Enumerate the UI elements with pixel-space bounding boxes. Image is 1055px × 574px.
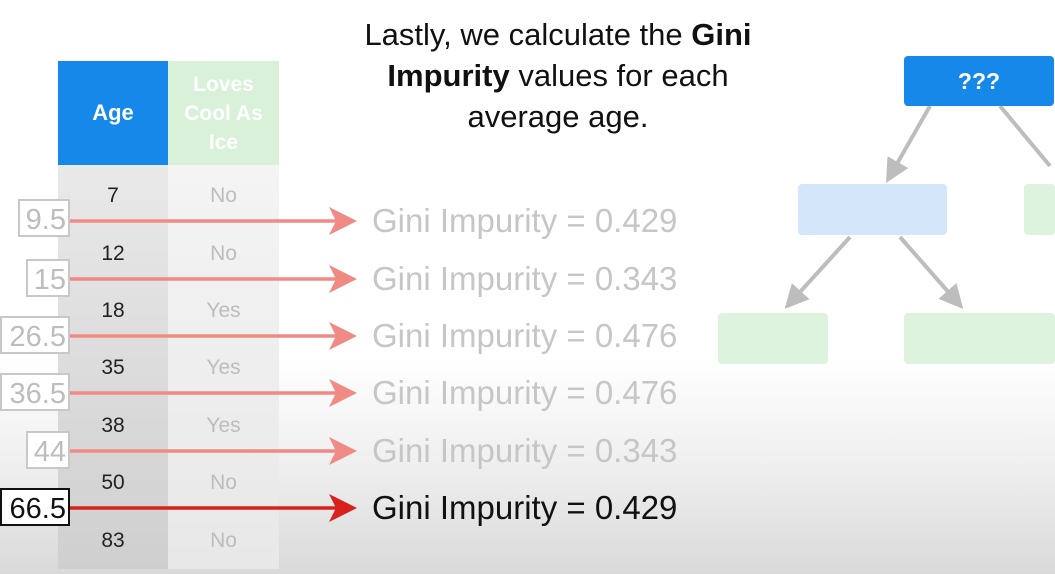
gini-impurity-label: Gini Impurity = 0.476: [372, 317, 678, 354]
loves-cell: No: [210, 242, 237, 265]
tree-leaf-right: [1024, 184, 1055, 235]
loves-column: No No Yes Yes Yes No No: [168, 165, 279, 569]
gini-impurity-label: Gini Impurity = 0.343: [372, 260, 678, 297]
loves-cell: Yes: [206, 414, 241, 437]
loves-cell: No: [210, 184, 237, 207]
tree-leaf-left: [718, 313, 828, 364]
gini-impurity-label: Gini Impurity = 0.343: [372, 432, 678, 469]
age-cell: 35: [101, 356, 125, 379]
table-header: Age Loves Cool As Ice: [58, 61, 279, 165]
header-loves-cool-as-ice: Loves Cool As Ice: [168, 61, 279, 165]
average-age-box: 36.5: [0, 373, 70, 411]
tree-branch-root-right: [998, 104, 1052, 168]
gini-impurity-label: Gini Impurity = 0.429: [372, 202, 678, 239]
age-cell: 38: [101, 414, 125, 437]
header-age: Age: [58, 61, 168, 165]
average-age-box: 26.5: [0, 316, 70, 354]
age-cell: 50: [101, 471, 125, 494]
gini-impurity-label: Gini Impurity = 0.476: [372, 374, 678, 411]
average-age-box-active: 66.5: [0, 488, 70, 526]
data-table: Age Loves Cool As Ice 7 12 18 35 38 50 8…: [58, 61, 279, 569]
tree-branch-mid-left: [784, 235, 852, 309]
average-age-box: 44: [26, 431, 70, 469]
loves-cell: Yes: [206, 356, 241, 379]
tree-branch-root-left: [886, 105, 932, 183]
average-age-box: 9.5: [18, 199, 70, 237]
loves-cell: No: [210, 471, 237, 494]
heading-line1-bold: Gini: [691, 17, 752, 52]
gini-impurity-label-active: Gini Impurity = 0.429: [372, 489, 678, 526]
heading-line2: values for each: [509, 58, 729, 93]
table-body: 7 12 18 35 38 50 83 No No Yes Yes Yes No…: [58, 165, 279, 569]
tree-root-node: ???: [904, 56, 1054, 106]
age-column: 7 12 18 35 38 50 83: [58, 165, 168, 569]
average-age-box: 15: [26, 259, 70, 297]
age-cell: 12: [101, 242, 125, 265]
loves-cell: No: [210, 529, 237, 552]
age-cell: 83: [101, 529, 125, 552]
heading-line1: Lastly, we calculate the: [364, 17, 692, 52]
loves-cell: Yes: [206, 299, 241, 322]
heading-line3: average age.: [467, 99, 649, 134]
tree-leaf-middle: [904, 313, 1055, 364]
age-cell: 7: [107, 184, 119, 207]
heading-line2-bold: Impurity: [387, 58, 510, 93]
heading: Lastly, we calculate the Gini Impurity v…: [318, 14, 798, 137]
tree-branch-mid-right: [898, 235, 964, 310]
tree-internal-node: [798, 184, 947, 235]
age-cell: 18: [101, 299, 125, 322]
